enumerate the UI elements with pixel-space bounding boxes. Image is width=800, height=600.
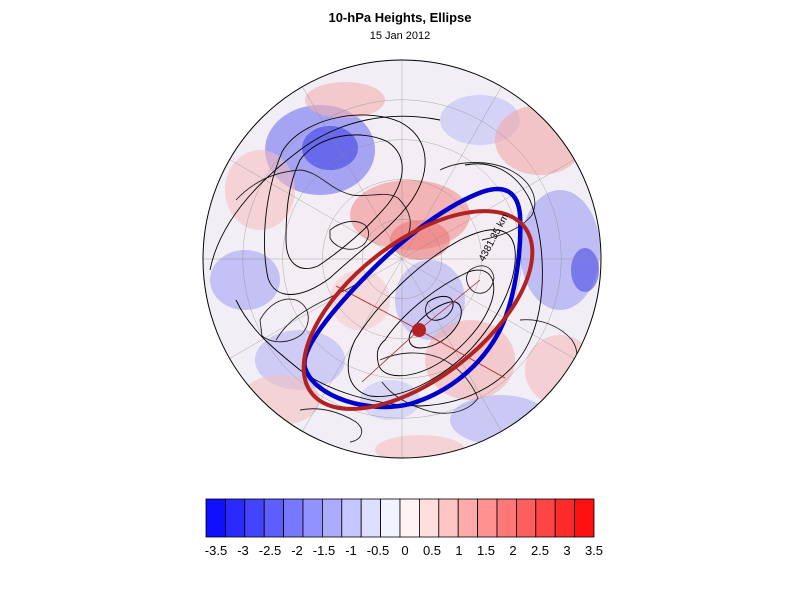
meridian-line [401, 258, 575, 359]
colorbar-box [302, 498, 323, 538]
graticule [203, 60, 601, 458]
colorbar-box [341, 498, 362, 538]
colorbar-box [360, 498, 382, 538]
colorbar-box [263, 498, 285, 538]
meridian-line [229, 159, 403, 260]
meridian-line [302, 86, 403, 260]
colorbar-box [399, 498, 420, 538]
colorbar-tick-label: -1.5 [313, 543, 335, 558]
height-contours [209, 114, 543, 407]
meridian-line [401, 258, 502, 432]
colorbar-box [321, 498, 343, 538]
anomaly-field [203, 60, 601, 458]
colorbar-box [535, 498, 556, 538]
colorbar-box [205, 498, 226, 538]
colorbar-box [380, 498, 401, 538]
colorbar-tick-label: 1.5 [477, 543, 495, 558]
colorbar-tick-label: -3.5 [205, 543, 227, 558]
colorbar-box [283, 498, 304, 538]
colorbar-tick-label: -0.5 [367, 543, 389, 558]
colorbar-box [438, 498, 459, 538]
colorbar-tick-label: 3 [563, 543, 570, 558]
colorbar-box [418, 498, 440, 538]
colorbar-boxes [205, 498, 595, 538]
map-boundary [202, 59, 602, 459]
colorbar-tick-label: 0 [401, 543, 408, 558]
colorbar-tick-label: -3 [237, 543, 249, 558]
colorbar-tick-label: 2 [509, 543, 516, 558]
colorbar-tick-label: -1 [345, 543, 357, 558]
colorbar-box [516, 498, 537, 538]
ellipse-center-marker [412, 323, 426, 337]
colorbar-box [554, 498, 576, 538]
colorbar-tick-label: 3.5 [585, 543, 603, 558]
colorbar-tick-label: 2.5 [531, 543, 549, 558]
map-subtitle: 15 Jan 2012 [369, 30, 431, 42]
colorbar-tick-label: -2 [291, 543, 303, 558]
colorbar-box [477, 498, 498, 538]
colorbar-tick-label: 0.5 [423, 543, 441, 558]
coastlines [235, 162, 578, 443]
map-title: 10-hPa Heights, Ellipse [328, 10, 472, 25]
meridian-line [229, 258, 403, 359]
colorbar-box [496, 498, 517, 538]
fitted-ellipse [301, 209, 535, 411]
colorbar-box [224, 498, 246, 538]
colorbar-box [574, 498, 595, 538]
colorbar-box [244, 498, 265, 538]
colorbar-box [457, 498, 479, 538]
colorbar-tick-label: 1 [455, 543, 462, 558]
colorbar-labels: -3.5 -3 -2.5 -2 -1.5 -1 -0.5 0 0.5 1 1.5 2 2.5 3 3.5 [205, 543, 603, 558]
colorbar-tick-label: -2.5 [259, 543, 281, 558]
